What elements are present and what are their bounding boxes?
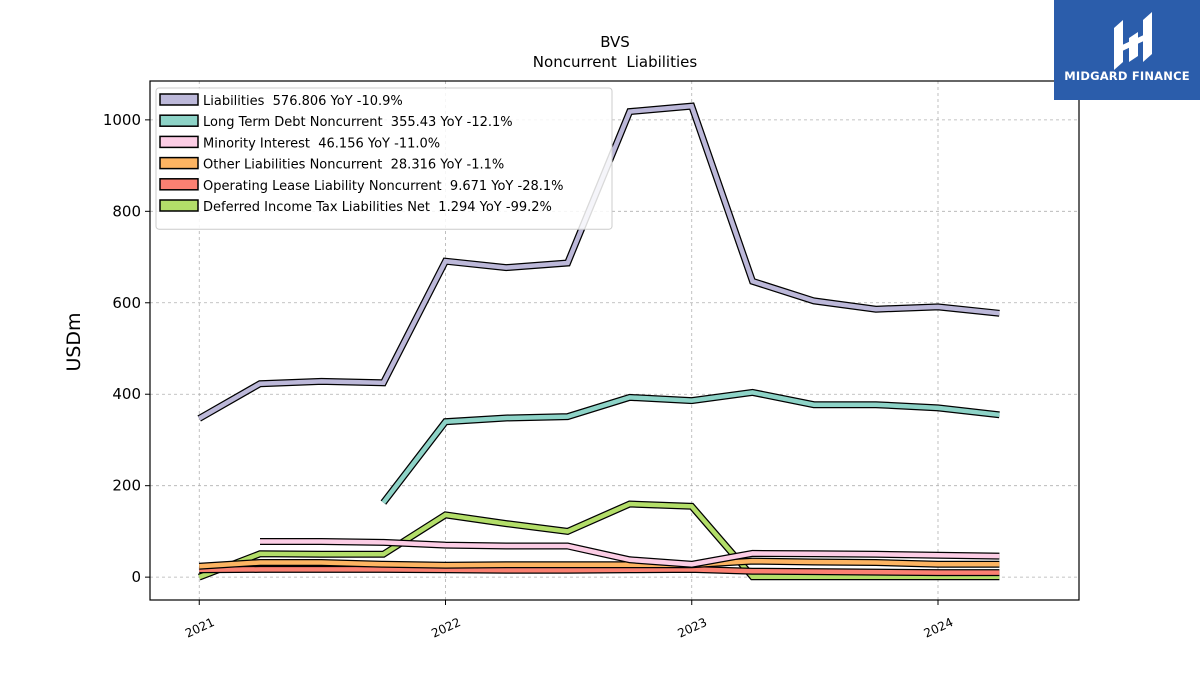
series-line-minority-interest: [260, 539, 1000, 567]
x-tick-label: 2023: [675, 615, 709, 641]
legend-swatch-other-liabilities-noncurrent: [159, 156, 199, 170]
series-line-deferred-income-tax-liabilities-net: [198, 501, 1000, 580]
y-axis-label: USDm: [63, 312, 85, 371]
legend-label-operating-lease-liability-noncurrent: Operating Lease Liability Noncurrent 9.6…: [203, 179, 564, 194]
brand-logo: MIDGARD FINANCE: [1054, 0, 1200, 100]
legend-swatch-long-term-debt-noncurrent: [159, 114, 199, 127]
chart-subtitle: Noncurrent Liabilities: [533, 53, 698, 71]
legend-label-liabilities: Liabilities 576.806 YoY -10.9%: [203, 94, 403, 109]
legend-box: [155, 87, 613, 230]
chart-title: BVS: [600, 33, 630, 51]
plot-frame: [149, 80, 1080, 601]
legend-label-minority-interest: Minority Interest 46.156 YoY -11.0%: [203, 136, 440, 151]
legend-label-other-liabilities-noncurrent: Other Liabilities Noncurrent 28.316 YoY …: [203, 158, 504, 173]
y-tick-label: 0: [131, 568, 141, 586]
brand-mark-icon: [1114, 12, 1152, 70]
legend-label-deferred-income-tax-liabilities-net: Deferred Income Tax Liabilities Net 1.29…: [203, 200, 552, 215]
x-tick-label: 2021: [183, 615, 217, 641]
x-tick-label: 2022: [429, 615, 463, 641]
legend-swatch-minority-interest: [159, 135, 199, 149]
legend-label-long-term-debt-noncurrent: Long Term Debt Noncurrent 355.43 YoY -12…: [203, 115, 513, 130]
y-tick-label: 400: [112, 385, 141, 403]
y-tick-label: 200: [112, 477, 141, 495]
brand-name: MIDGARD FINANCE: [1064, 69, 1190, 83]
legend-swatch-deferred-income-tax-liabilities-net: [159, 199, 199, 212]
y-tick-label: 1000: [103, 111, 141, 129]
legend: Liabilities 576.806 YoY -10.9% Long Term …: [155, 87, 613, 230]
x-tick-label: 2024: [922, 615, 956, 641]
y-tick-label: 600: [112, 294, 141, 312]
series-line-other-liabilities-noncurrent: [199, 558, 1000, 569]
series-line-long-term-debt-noncurrent: [381, 390, 1000, 504]
y-tick-label: 800: [112, 202, 141, 220]
legend-swatch-liabilities: [159, 93, 199, 106]
series-line-operating-lease-liability-noncurrent: [199, 567, 1000, 575]
legend-swatch-operating-lease-liability-noncurrent: [159, 178, 199, 191]
